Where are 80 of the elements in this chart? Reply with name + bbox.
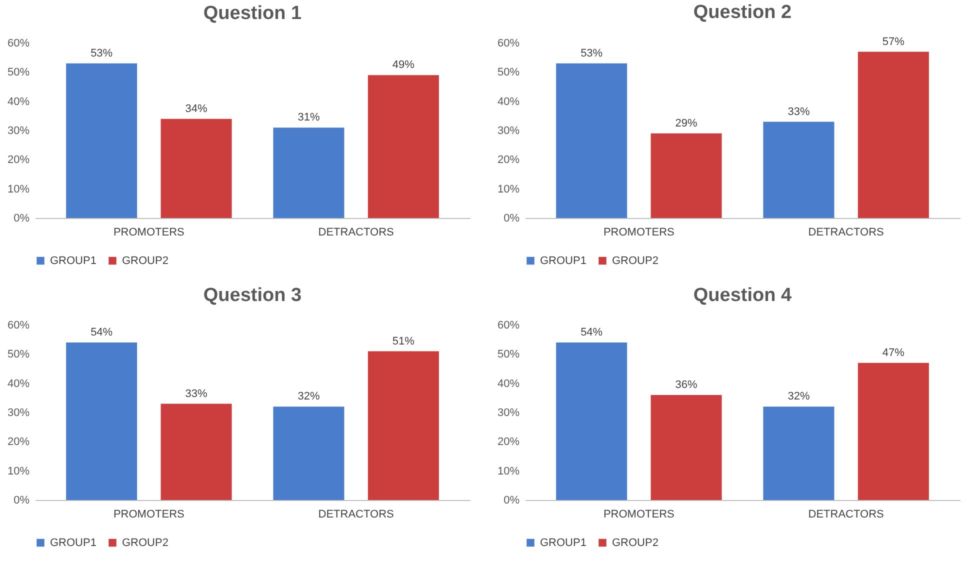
bar [66, 342, 138, 500]
y-tick-label: 0% [14, 494, 30, 506]
y-tick-label: 60% [7, 320, 30, 332]
bar [556, 63, 628, 218]
x-tick-label: DETRACTORS [318, 226, 394, 238]
chart-title: Question 2 [693, 2, 792, 23]
bar [650, 395, 722, 500]
y-tick-label: 60% [7, 38, 30, 50]
x-tick-label: DETRACTORS [318, 508, 394, 520]
x-tick-label: PROMOTERS [603, 226, 674, 238]
y-tick-label: 0% [504, 212, 520, 224]
chart-title: Question 4 [693, 285, 792, 306]
data-label: 32% [788, 390, 810, 403]
data-label: 53% [580, 47, 603, 60]
y-tick-label: 10% [7, 465, 30, 478]
bar [763, 406, 834, 500]
bar [858, 362, 929, 500]
bar [66, 63, 138, 218]
x-tick-label: PROMOTERS [113, 226, 184, 238]
bar [368, 351, 439, 500]
y-tick-label: 10% [497, 465, 520, 478]
legend-label: GROUP2 [612, 536, 658, 549]
y-tick-label: 10% [7, 183, 30, 196]
y-tick-label: 20% [497, 436, 520, 448]
x-tick-label: DETRACTORS [808, 508, 884, 520]
y-tick-label: 40% [7, 96, 30, 108]
data-label: 33% [788, 106, 810, 118]
data-label: 54% [90, 326, 113, 338]
bar [556, 342, 628, 500]
bar [160, 118, 232, 218]
data-label: 34% [185, 102, 208, 115]
x-tick-label: PROMOTERS [603, 508, 674, 520]
bar [160, 404, 232, 500]
y-tick-label: 40% [497, 96, 520, 108]
legend-label: GROUP2 [122, 254, 168, 267]
data-label: 36% [675, 379, 698, 391]
legend-label: GROUP1 [540, 254, 586, 267]
y-tick-label: 30% [497, 407, 520, 419]
data-label: 53% [90, 47, 113, 60]
bar [763, 122, 834, 218]
legend-label: GROUP1 [540, 536, 586, 549]
x-tick-label: PROMOTERS [113, 508, 184, 520]
bar [273, 128, 344, 218]
y-tick-label: 60% [497, 320, 520, 332]
data-label: 29% [675, 117, 698, 130]
data-label: 32% [298, 390, 320, 403]
y-tick-label: 50% [7, 66, 30, 79]
y-tick-label: 40% [7, 378, 30, 390]
y-tick-label: 0% [504, 494, 520, 506]
legend-label: GROUP1 [50, 536, 96, 549]
legend-label: GROUP2 [612, 254, 658, 267]
chart-title: Question 3 [203, 285, 302, 306]
data-label: 54% [580, 326, 603, 338]
data-label: 51% [392, 335, 415, 348]
data-label: 47% [882, 346, 905, 359]
bar [273, 406, 344, 500]
bar [858, 52, 929, 218]
y-tick-label: 50% [7, 348, 30, 361]
y-tick-label: 20% [7, 436, 30, 448]
legend-label: GROUP1 [50, 254, 96, 267]
data-label: 33% [185, 388, 208, 400]
y-tick-label: 50% [497, 66, 520, 79]
data-label: 31% [298, 112, 320, 124]
y-tick-label: 30% [7, 407, 30, 419]
y-tick-label: 50% [497, 348, 520, 361]
y-tick-label: 10% [497, 183, 520, 196]
y-tick-label: 20% [497, 154, 520, 166]
y-tick-label: 60% [497, 38, 520, 50]
y-tick-label: 20% [7, 154, 30, 166]
bar [368, 75, 439, 218]
bar [650, 133, 722, 218]
y-tick-label: 30% [7, 125, 30, 137]
chart-title: Question 1 [203, 3, 302, 24]
y-tick-label: 0% [14, 212, 30, 224]
data-label: 57% [882, 36, 905, 48]
data-label: 49% [392, 59, 415, 72]
y-tick-label: 30% [497, 125, 520, 137]
y-tick-label: 40% [497, 378, 520, 390]
legend-label: GROUP2 [122, 536, 168, 549]
x-tick-label: DETRACTORS [808, 226, 884, 238]
